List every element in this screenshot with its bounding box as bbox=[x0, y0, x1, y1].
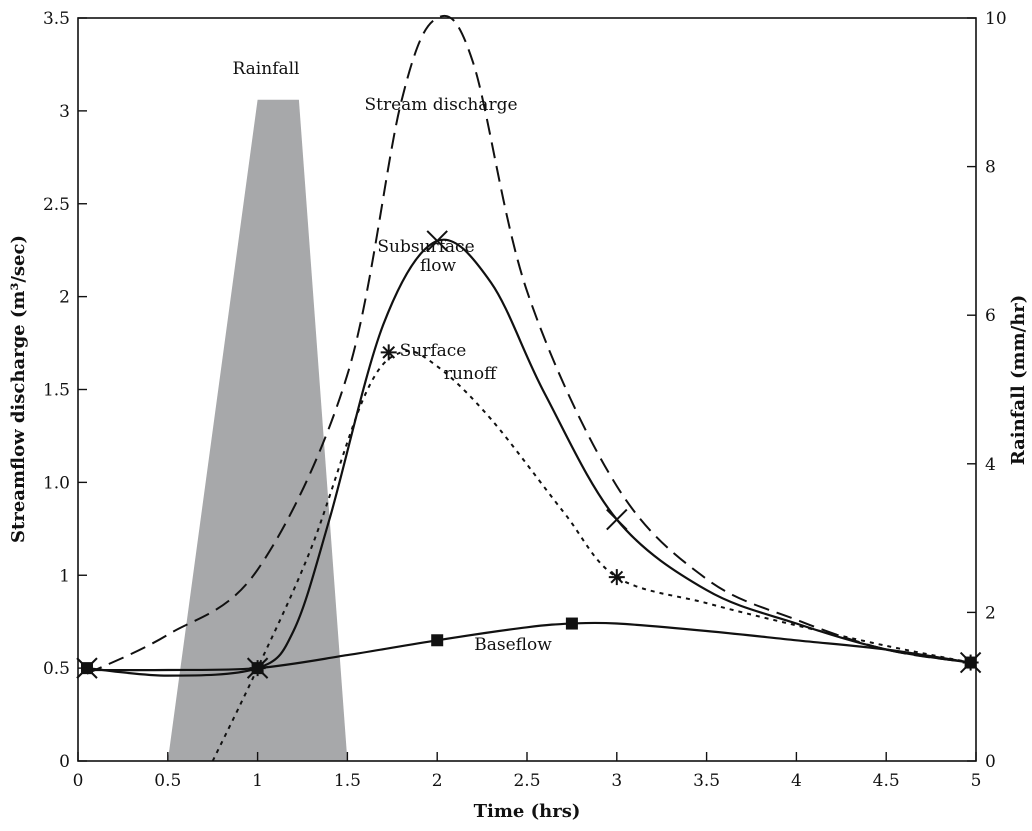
y-left-tick-label: 3 bbox=[59, 102, 70, 122]
y-right-tick-label: 2 bbox=[985, 603, 996, 623]
marker-square bbox=[431, 634, 444, 647]
x-tick-label: 2.5 bbox=[513, 771, 540, 791]
x-tick-label: 3 bbox=[611, 771, 622, 791]
marker-square bbox=[251, 662, 264, 675]
y-right-tick-label: 4 bbox=[985, 455, 996, 475]
marker-asterisk bbox=[608, 569, 625, 586]
y-left-tick-label: 3.5 bbox=[43, 9, 70, 29]
y-right-tick-label: 8 bbox=[985, 158, 996, 178]
y-right-tick-label: 0 bbox=[985, 752, 996, 772]
x-tick-label: 2 bbox=[432, 771, 443, 791]
annotation-subsurface-line1: Subsurface bbox=[377, 237, 474, 257]
marker-square bbox=[565, 617, 578, 630]
x-tick-label: 5 bbox=[971, 771, 982, 791]
annotation-surface-line2: runoff bbox=[444, 364, 498, 384]
marker-square bbox=[964, 656, 977, 669]
rainfall-area bbox=[167, 99, 348, 761]
y-left-tick-label: 0.5 bbox=[43, 659, 70, 679]
x-tick-label: 0.5 bbox=[154, 771, 181, 791]
x-tick-label: 0 bbox=[73, 771, 84, 791]
marker-asterisk bbox=[380, 344, 397, 361]
annotation-rainfall: Rainfall bbox=[232, 59, 299, 79]
x-tick-label: 1.5 bbox=[334, 771, 361, 791]
y-left-tick-label: 2 bbox=[59, 288, 70, 308]
x-tick-label: 4 bbox=[791, 771, 802, 791]
x-axis-ticks: 0 0.5 1 1.5 2 2.5 3 3.5 4 4.5 5 bbox=[73, 752, 982, 791]
y-left-tick-label: 1.0 bbox=[43, 473, 70, 493]
y-right-tick-label: 10 bbox=[985, 9, 1007, 29]
series-line-stream-discharge bbox=[86, 14, 971, 675]
marker-x bbox=[606, 508, 628, 531]
y-left-tick-label: 1 bbox=[59, 566, 70, 586]
y-left-axis-ticks: 0 0.5 1 1.0 1.5 2 2.5 3 3.5 bbox=[43, 9, 87, 772]
annotation-baseflow: Baseflow bbox=[474, 635, 552, 655]
series-line-surface-runoff bbox=[211, 349, 971, 762]
y-left-tick-label: 0 bbox=[59, 752, 70, 772]
x-axis-title: Time (hrs) bbox=[474, 801, 581, 822]
rainfall-area-layer bbox=[167, 99, 348, 761]
y-left-axis-title: Streamflow discharge (m³/sec) bbox=[8, 235, 29, 543]
annotation-stream-discharge: Stream discharge bbox=[364, 95, 517, 115]
marker-x bbox=[426, 230, 448, 252]
x-tick-label: 3.5 bbox=[693, 771, 720, 791]
y-left-tick-label: 2.5 bbox=[43, 195, 70, 215]
annotation-surface-line1: Surface bbox=[400, 341, 467, 361]
x-tick-label: 1 bbox=[252, 771, 263, 791]
series-line-subsurface-flow bbox=[86, 238, 971, 677]
y-right-axis-ticks: 0 2 4 6 8 10 bbox=[967, 9, 1007, 772]
annotation-subsurface-line2: flow bbox=[420, 256, 457, 276]
y-left-tick-label: 1.5 bbox=[43, 381, 70, 401]
y-right-tick-label: 6 bbox=[985, 306, 996, 326]
x-tick-label: 4.5 bbox=[873, 771, 900, 791]
y-right-axis-title: Rainfall (mm/hr) bbox=[1008, 295, 1029, 466]
